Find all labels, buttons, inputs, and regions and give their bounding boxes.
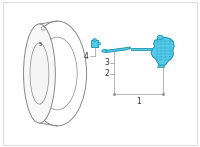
Text: 4: 4: [84, 52, 89, 61]
Ellipse shape: [93, 39, 96, 41]
Text: 1: 1: [136, 97, 141, 106]
Polygon shape: [151, 37, 174, 66]
Ellipse shape: [24, 24, 55, 123]
Text: 3: 3: [104, 58, 109, 67]
Polygon shape: [106, 47, 131, 52]
Polygon shape: [102, 49, 107, 52]
Polygon shape: [158, 65, 165, 67]
Text: 2: 2: [104, 69, 109, 78]
Ellipse shape: [30, 43, 49, 104]
Polygon shape: [98, 42, 101, 45]
Text: 5: 5: [39, 42, 42, 47]
Polygon shape: [91, 40, 98, 47]
Ellipse shape: [157, 35, 163, 39]
Polygon shape: [131, 48, 152, 50]
